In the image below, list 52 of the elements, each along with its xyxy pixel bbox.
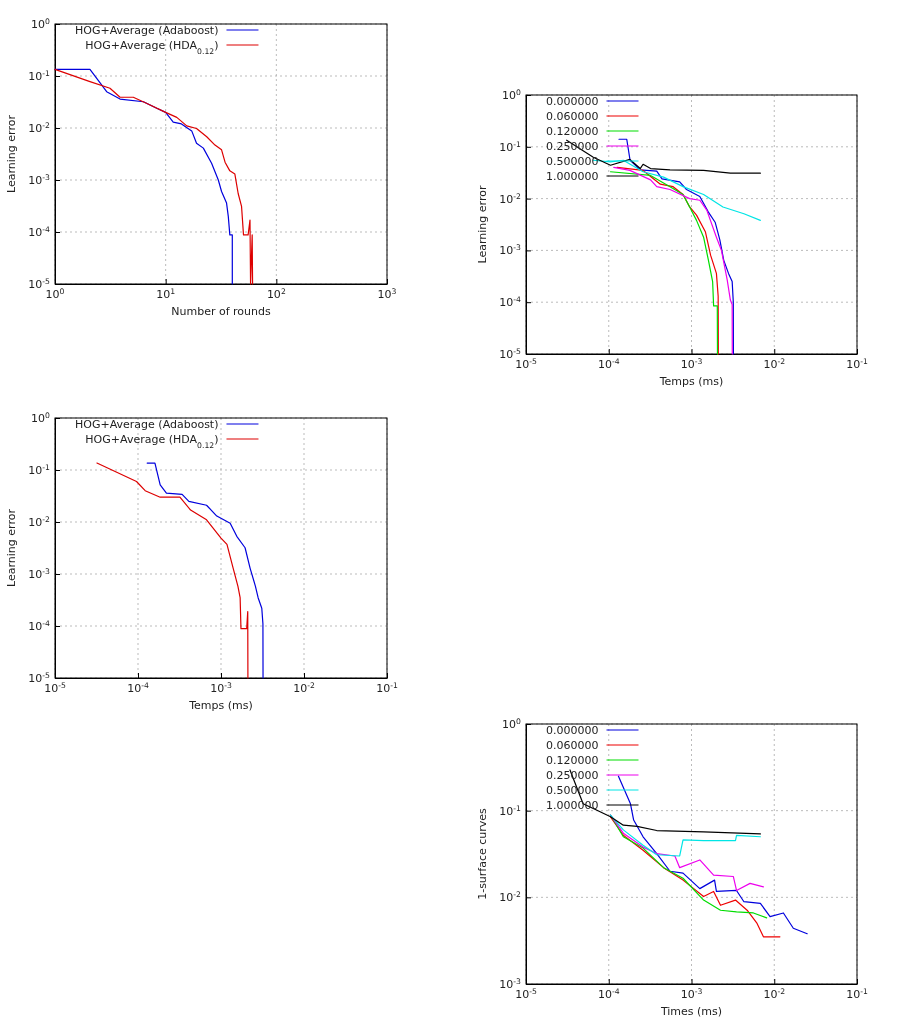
y-tick-label: 10$^{-1}$ [499, 139, 522, 154]
y-tick-label: 10$^{-4}$ [28, 618, 51, 633]
y-axis-title: Learning error [5, 508, 18, 587]
legend-label: 0.000000 [546, 95, 599, 108]
x-tick-label: 10$^{-1}$ [376, 680, 398, 695]
y-tick-label: 10$^{-3}$ [28, 172, 51, 187]
x-tick-label: 10$^{2}$ [266, 286, 286, 301]
legend-label: HOG+Average (Adaboost) [75, 24, 219, 37]
x-axis-title: Temps (ms) [658, 375, 724, 388]
x-tick-label: 10$^{-3}$ [680, 986, 703, 1001]
y-tick-label: 10$^{-1}$ [28, 68, 51, 83]
x-tick-label: 10$^{-3}$ [680, 356, 703, 371]
x-tick-label: 10$^{1}$ [156, 286, 176, 301]
y-tick-label: 10$^{-1}$ [499, 803, 522, 818]
x-axis-title: Times (ms) [659, 1005, 723, 1018]
x-tick-label: 10$^{-2}$ [763, 356, 786, 371]
legend-label: 0.000000 [546, 724, 599, 737]
x-tick-label: 10$^{-2}$ [293, 680, 315, 695]
legend-label: 0.500000 [546, 155, 599, 168]
legend-label: HOG+Average (HDA$_{0.12}$) [85, 39, 219, 56]
y-tick-label: 10$^{-2}$ [28, 120, 51, 135]
y-tick-label: 10$^{0}$ [31, 16, 51, 31]
y-tick-label: 10$^{-3}$ [499, 242, 522, 258]
legend-label: 1.000000 [546, 170, 599, 183]
y-tick-label: 10$^{-3}$ [28, 566, 51, 581]
legend-label: 0.060000 [546, 110, 599, 123]
y-tick-label: 10$^{-4}$ [28, 224, 51, 239]
legend-label: 0.120000 [546, 125, 599, 138]
y-tick-label: 10$^{0}$ [502, 716, 522, 731]
x-axis-title: Temps (ms) [188, 699, 253, 712]
y-axis-title: Learning error [5, 114, 18, 193]
x-tick-label: 10$^{-1}$ [846, 986, 868, 1001]
y-tick-label: 10$^{0}$ [31, 410, 51, 425]
legend-label: 0.060000 [546, 739, 599, 752]
y-tick-label: 10$^{-2}$ [28, 514, 51, 529]
x-tick-label: 10$^{-1}$ [846, 356, 868, 371]
x-tick-label: 10$^{-3}$ [210, 680, 232, 695]
x-tick-label: 10$^{-4}$ [597, 986, 620, 1001]
legend-label: HOG+Average (Adaboost) [75, 418, 219, 431]
x-tick-label: 10$^{-2}$ [763, 986, 786, 1001]
x-axis-title: Number of rounds [171, 305, 271, 318]
legend-label: HOG+Average (HDA$_{0.12}$) [85, 433, 219, 450]
y-axis-title: 1-surface curves [476, 807, 489, 900]
x-tick-label: 10$^{3}$ [377, 286, 397, 301]
legend-label: 0.120000 [546, 754, 599, 767]
y-tick-label: 10$^{-2}$ [499, 191, 522, 206]
x-tick-label: 10$^{-4}$ [597, 356, 620, 371]
y-axis-title: Learning error [476, 185, 489, 264]
y-tick-label: 10$^{-2}$ [499, 889, 522, 905]
y-tick-label: 10$^{-1}$ [28, 462, 51, 477]
y-tick-label: 10$^{0}$ [502, 87, 522, 102]
x-tick-label: 10$^{-4}$ [127, 680, 149, 695]
